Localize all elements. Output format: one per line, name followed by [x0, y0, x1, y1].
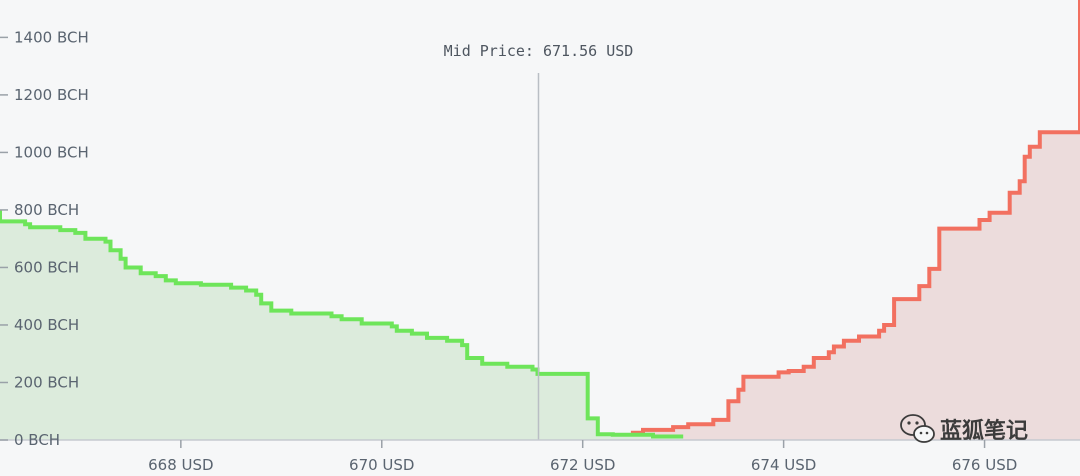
watermark-text: 蓝狐笔记 [940, 418, 1028, 444]
x-axis-band [0, 440, 1080, 476]
x-axis: 668 USD 670 USD 672 USD 674 USD 676 USD [0, 439, 1080, 476]
bids-line [0, 209, 684, 439]
asks-line [542, 0, 1080, 441]
y-tick-label: 600 BCH [14, 258, 79, 276]
bids-area [0, 209, 684, 440]
y-axis: 0 BCH 200 BCH 400 BCH 600 BCH 800 BCH 1000 BC… [0, 28, 89, 449]
y-tick-label: 800 BCH [14, 201, 79, 219]
y-tick-label: 1200 BCH [14, 86, 89, 104]
x-tick-label: 668 USD [148, 456, 213, 474]
mid-price-label: Mid Price: 671.56 USD [444, 42, 634, 60]
wechat-icon [900, 414, 935, 443]
y-tick-label: 1400 BCH [14, 28, 89, 46]
y-tick-label: 1000 BCH [14, 143, 89, 161]
y-tick-label: 400 BCH [14, 316, 79, 334]
watermark: 蓝狐笔记 [900, 414, 1028, 444]
y-tick-label: 0 BCH [14, 431, 60, 449]
x-tick-label: 670 USD [349, 456, 414, 474]
x-tick-label: 672 USD [550, 456, 615, 474]
asks-area [544, 0, 1080, 440]
y-tick-label: 200 BCH [14, 373, 79, 391]
x-tick-label: 676 USD [952, 456, 1017, 474]
ask-series [542, 0, 1080, 441]
x-tick-label: 674 USD [751, 456, 816, 474]
bid-series [0, 209, 684, 440]
